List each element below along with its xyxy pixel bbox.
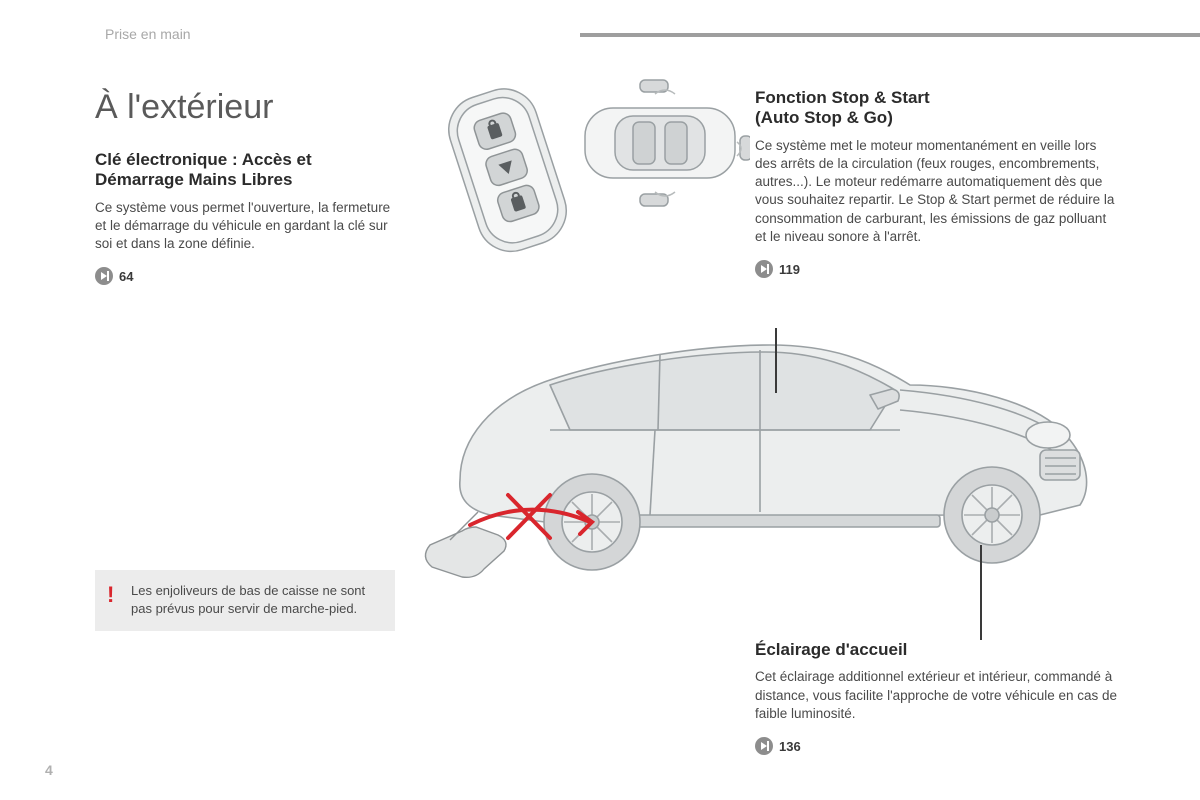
section-body: Ce système met le moteur momentanément e… xyxy=(755,137,1115,246)
page-ref-number: 119 xyxy=(779,262,800,277)
section-electronic-key: Clé électronique : Accès et Démarrage Ma… xyxy=(95,150,400,285)
section-title: Fonction Stop & Start (Auto Stop & Go) xyxy=(755,88,1115,129)
header-accent-bar xyxy=(580,33,1200,37)
page-ref: 119 xyxy=(755,260,1115,278)
section-welcome-lighting: Éclairage d'accueil Cet éclairage additi… xyxy=(755,640,1125,755)
page-ref: 64 xyxy=(95,267,400,285)
warning-note: ! Les enjoliveurs de bas de caisse ne so… xyxy=(95,570,395,631)
warning-text: Les enjoliveurs de bas de caisse ne sont… xyxy=(131,583,365,616)
section-stop-start: Fonction Stop & Start (Auto Stop & Go) C… xyxy=(755,88,1115,278)
page-number: 4 xyxy=(45,762,53,778)
page-ref-icon xyxy=(755,260,773,278)
title-line: (Auto Stop & Go) xyxy=(755,108,893,127)
page-ref-icon xyxy=(755,737,773,755)
illustration-vehicle xyxy=(400,290,1120,600)
section-title: Éclairage d'accueil xyxy=(755,640,1125,660)
breadcrumb: Prise en main xyxy=(105,26,191,42)
callout-line xyxy=(980,545,982,640)
page-ref-icon xyxy=(95,267,113,285)
section-title: Clé électronique : Accès et Démarrage Ma… xyxy=(95,150,400,191)
page-ref: 136 xyxy=(755,737,1125,755)
section-body: Cet éclairage additionnel extérieur et i… xyxy=(755,668,1125,723)
title-line: Fonction Stop & Start xyxy=(755,88,930,107)
illustration-key-fob xyxy=(410,78,750,288)
page-ref-number: 136 xyxy=(779,739,801,754)
callout-line xyxy=(775,328,777,393)
page-ref-number: 64 xyxy=(119,269,133,284)
section-body: Ce système vous permet l'ouverture, la f… xyxy=(95,199,400,254)
page-title: À l'extérieur xyxy=(95,88,273,127)
warning-icon: ! xyxy=(107,580,114,610)
